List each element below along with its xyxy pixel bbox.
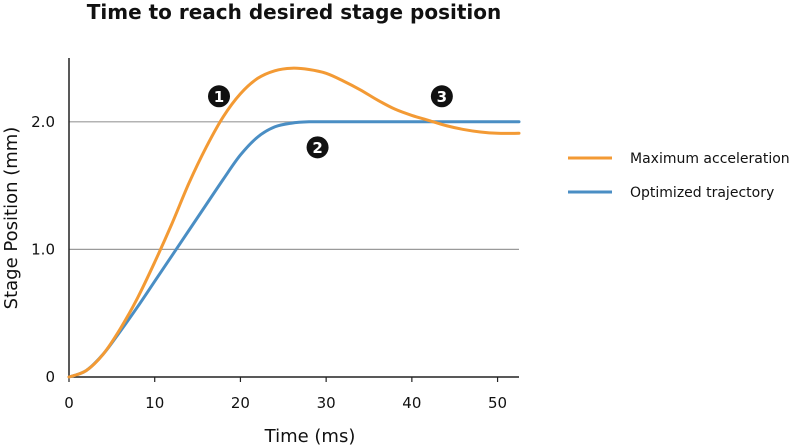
annotation-label-2: 2 [312, 139, 322, 157]
y-tick-label-2: 2.0 [31, 113, 55, 131]
series-line-0 [67, 66, 521, 379]
chart-title: Time to reach desired stage position [87, 0, 501, 24]
axes [68, 58, 519, 378]
annotation-label-3: 3 [437, 88, 447, 106]
y-tick-label-1: 1.0 [31, 240, 55, 258]
grid [69, 121, 519, 250]
x-axis-label: Time (ms) [264, 426, 356, 447]
x-tick-label-2: 20 [231, 394, 250, 412]
legend-label-0: Maximum acceleration [630, 151, 790, 167]
series-line-1 [67, 120, 521, 379]
legend-label-1: Optimized trajectory [630, 185, 774, 201]
y-axis-label: Stage Position (mm) [1, 127, 22, 310]
x-tick-label-5: 50 [488, 394, 507, 412]
x-tick-label-4: 40 [402, 394, 421, 412]
annotation-label-1: 1 [214, 88, 224, 106]
annotation-marker-3 [430, 85, 453, 108]
annotation-marker-1 [208, 85, 230, 108]
annotation-marker-2 [306, 136, 329, 159]
x-tick-label-3: 30 [317, 394, 336, 412]
legend: Maximum acceleration Optimized trajectory [568, 151, 790, 201]
series [67, 66, 521, 379]
ticks: 0 10 20 30 40 50 0 1.0 2.0 [31, 113, 507, 412]
annotations: 1 2 3 [208, 85, 453, 159]
y-tick-label-0: 0 [45, 368, 55, 386]
x-tick-label-1: 10 [145, 394, 164, 412]
x-tick-label-0: 0 [64, 394, 74, 412]
